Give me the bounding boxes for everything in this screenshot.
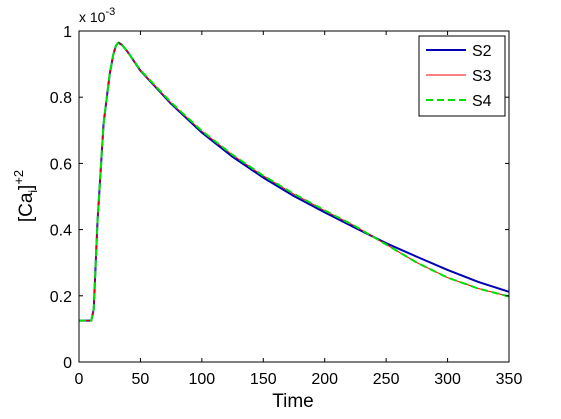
y-multiplier-label: x 10-3 xyxy=(79,6,115,25)
x-tick-label: 150 xyxy=(250,371,277,388)
y-tick-label: 0.4 xyxy=(50,223,72,240)
legend: S2 S3 S4 xyxy=(418,35,506,117)
y-tick-label: 0.6 xyxy=(50,156,72,173)
x-tick-label: 300 xyxy=(434,371,461,388)
plot-frame xyxy=(78,30,510,363)
y-axis-title: [Cai]+2 xyxy=(11,170,40,222)
x-tick-label: 50 xyxy=(132,371,150,388)
y-tick-label: 1 xyxy=(63,24,72,41)
y-tick-label: 0.8 xyxy=(50,90,72,107)
series-layer xyxy=(79,41,510,322)
y-tick-label: 0.2 xyxy=(50,289,72,306)
legend-label-s4: S4 xyxy=(472,93,492,110)
legend-label-s2: S2 xyxy=(472,43,492,60)
legend-entries: S2 S3 S4 xyxy=(426,43,492,110)
legend-box xyxy=(418,35,506,117)
legend-label-s3: S3 xyxy=(472,68,492,85)
y-tick-label: 0 xyxy=(63,355,72,372)
x-tick-label: 100 xyxy=(189,371,216,388)
series-line-s4 xyxy=(79,41,510,322)
x-tick-label: 200 xyxy=(311,371,338,388)
x-axis-title: Time xyxy=(272,391,314,412)
x-tick-label: 0 xyxy=(75,371,84,388)
x-tick-label: 350 xyxy=(496,371,523,388)
ticks-layer: 0 50 100 150 200 250 300 350 0 0.2 0.4 0.6 0.8 1 xyxy=(50,24,523,388)
x-tick-label: 250 xyxy=(373,371,400,388)
